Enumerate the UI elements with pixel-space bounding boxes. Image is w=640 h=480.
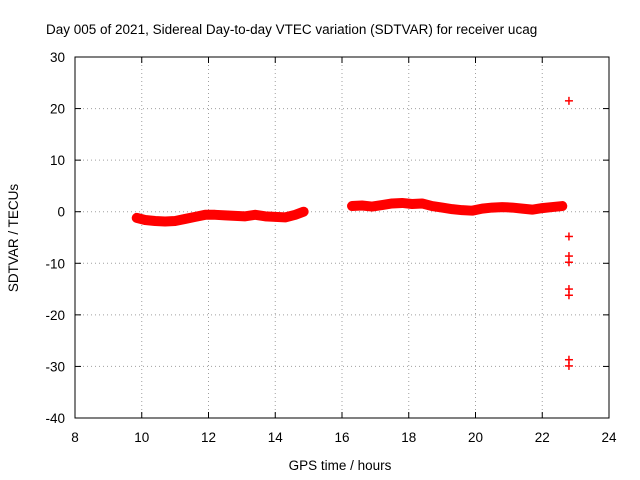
- y-tick-label: 20: [50, 102, 65, 117]
- data-points: [131, 96, 573, 370]
- data-point: [528, 205, 537, 214]
- data-point: [191, 212, 200, 221]
- y-tick-label: -10: [45, 256, 65, 271]
- data-point: [398, 198, 407, 207]
- x-tick-label: 22: [535, 430, 550, 445]
- data-point: [291, 210, 300, 219]
- data-point: [538, 204, 547, 213]
- data-point: [428, 202, 437, 211]
- data-point: [388, 199, 397, 208]
- data-point: [548, 203, 557, 212]
- x-tick-label: 14: [268, 430, 284, 445]
- data-point: [181, 214, 190, 223]
- grid-lines: [75, 57, 609, 418]
- x-tick-label: 20: [468, 430, 483, 445]
- data-point: [358, 201, 367, 210]
- data-point: [508, 203, 517, 212]
- chart-title: Day 005 of 2021, Sidereal Day-to-day VTE…: [46, 22, 537, 37]
- data-point: [201, 210, 210, 219]
- data-point: [141, 215, 150, 224]
- data-point: [458, 206, 467, 215]
- y-tick-label: 0: [57, 205, 65, 220]
- data-point: [564, 291, 573, 300]
- data-point: [564, 361, 573, 370]
- data-point: [348, 202, 357, 211]
- data-point: [564, 232, 573, 241]
- data-point: [468, 206, 477, 215]
- x-tick-labels: 8 10 12 14 16 18 20 22 24: [71, 430, 617, 445]
- data-point: [418, 199, 427, 208]
- data-point: [368, 202, 377, 211]
- data-point: [151, 216, 160, 225]
- data-point: [448, 205, 457, 214]
- x-tick-label: 8: [71, 430, 79, 445]
- data-point: [378, 201, 387, 210]
- data-point: [299, 207, 308, 216]
- data-point: [132, 213, 141, 222]
- data-point: [161, 217, 170, 226]
- axis-ticks: [74, 56, 610, 419]
- data-point: [498, 203, 507, 212]
- data-point: [271, 212, 280, 221]
- y-tick-labels: -40 -30 -20 -10 0 10 20 30: [45, 50, 65, 426]
- data-point: [261, 212, 270, 221]
- y-tick-label: -30: [45, 359, 65, 374]
- data-point: [558, 202, 567, 211]
- data-point: [211, 210, 220, 219]
- data-point: [408, 199, 417, 208]
- x-tick-label: 18: [401, 430, 416, 445]
- data-point: [171, 216, 180, 225]
- x-axis-label: GPS time / hours: [289, 458, 392, 473]
- data-point: [564, 258, 573, 267]
- data-point: [241, 212, 250, 221]
- data-point: [251, 210, 260, 219]
- series-band-2: [347, 197, 568, 216]
- data-point: [518, 204, 527, 213]
- x-tick-label: 16: [334, 430, 349, 445]
- data-point: [221, 211, 230, 220]
- data-point: [281, 213, 290, 222]
- data-point: [231, 211, 240, 220]
- x-tick-label: 12: [201, 430, 216, 445]
- x-tick-label: 24: [601, 430, 617, 445]
- data-point: [478, 204, 487, 213]
- x-tick-label: 10: [134, 430, 149, 445]
- y-axis-label: SDTVAR / TECUs: [6, 184, 21, 293]
- y-tick-label: -20: [45, 308, 65, 323]
- y-tick-label: -40: [45, 411, 65, 426]
- data-point: [488, 203, 497, 212]
- y-tick-label: 10: [50, 153, 65, 168]
- data-point: [438, 203, 447, 212]
- y-tick-label: 30: [50, 50, 65, 65]
- data-point: [564, 96, 573, 105]
